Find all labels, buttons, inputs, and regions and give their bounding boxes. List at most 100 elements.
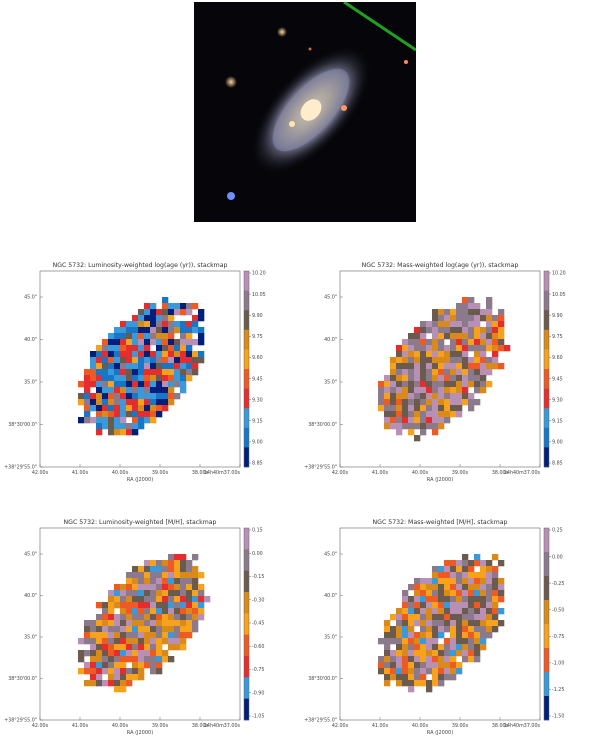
heatmap-cell (156, 399, 163, 406)
heatmap-cell (444, 321, 451, 328)
heatmap-cell (468, 321, 475, 328)
heatmap-cell (420, 333, 427, 340)
heatmap-cell (156, 620, 163, 627)
heatmap-cell (180, 357, 187, 364)
heatmap-cell (444, 638, 451, 645)
heatmap-cell (408, 399, 415, 406)
heatmap-cell (132, 566, 139, 573)
heatmap-cell (162, 381, 169, 388)
heatmap-cell (78, 656, 85, 663)
heatmap-cell (480, 590, 487, 597)
heatmap-cell (156, 668, 163, 675)
heatmap-cell (168, 572, 175, 579)
heatmap-cell (198, 309, 205, 316)
heatmap-cell (492, 572, 499, 579)
heatmap-cell (132, 429, 139, 436)
heatmap-cell (402, 345, 409, 352)
heatmap-cell (468, 620, 475, 627)
heatmap-cell (408, 405, 415, 412)
heatmap-cell (420, 375, 427, 382)
heatmap-cell (108, 650, 115, 657)
heatmap-cell (432, 674, 439, 681)
heatmap-cell (102, 650, 109, 657)
heatmap-cell (420, 327, 427, 334)
heatmap-cell (396, 417, 403, 424)
y-tick-label: 38°30'00.0" (8, 676, 37, 682)
heatmap-cell (156, 375, 163, 382)
heatmap-cell (138, 578, 145, 585)
heatmap-cell (480, 614, 487, 621)
heatmap-cell (474, 620, 481, 627)
colorbar-tick-label: 9.45 (552, 376, 563, 382)
heatmap-cell (378, 662, 385, 669)
heatmap-cell (144, 572, 151, 579)
heatmap-cell (456, 662, 463, 669)
colorbar-segment (544, 672, 549, 697)
heatmap-cell (408, 620, 415, 627)
heatmap-cell (420, 417, 427, 424)
x-tick-label: 40.00s (412, 723, 429, 729)
heatmap-cell (438, 644, 445, 651)
heatmap-cell (120, 674, 127, 681)
heatmap-cell (144, 309, 151, 316)
heatmap-cell (174, 578, 181, 585)
heatmap-cell (132, 662, 139, 669)
heatmap-cell (426, 321, 433, 328)
colorbar-tick-label: 9.75 (252, 334, 263, 340)
heatmap-cell (120, 375, 127, 382)
heatmap-cell (444, 387, 451, 394)
heatmap-cell (144, 345, 151, 352)
colorbar-tick-label: 0.15 (252, 528, 263, 534)
heatmap-cell (444, 345, 451, 352)
heatmap-cell (84, 626, 91, 633)
heatmap-cell (126, 369, 133, 376)
heatmap-cell (444, 596, 451, 603)
heatmap-cell (162, 590, 169, 597)
heatmap-cell (420, 644, 427, 651)
colorbar-segment (544, 552, 549, 577)
x-tick-label: 42.00s (332, 723, 349, 729)
heatmap-cell (198, 327, 205, 334)
heatmap-cell (444, 357, 451, 364)
heatmap-cell (114, 686, 121, 693)
heatmap-cell (138, 333, 145, 340)
heatmap-cell (186, 345, 193, 352)
heatmap-cell (138, 339, 145, 346)
heatmap-cell (426, 644, 433, 651)
heatmap-cell (174, 608, 181, 615)
heatmap-cell (426, 411, 433, 418)
heatmap-cell (438, 572, 445, 579)
heatmap-cell (84, 393, 91, 400)
heatmap-cell (198, 608, 205, 615)
heatmap-cell (174, 566, 181, 573)
star (277, 27, 287, 37)
heatmap-cell (150, 626, 157, 633)
heatmap-cell (486, 363, 493, 370)
heatmap-cell (168, 566, 175, 573)
heatmap-cell (378, 393, 385, 400)
heatmap-cell (408, 674, 415, 681)
colorbar-tick-label: -0.75 (552, 634, 564, 640)
heatmap-cell (456, 638, 463, 645)
heatmap-cell (480, 309, 487, 316)
heatmap-cell (150, 363, 157, 370)
heatmap-cell (138, 566, 145, 573)
heatmap-cell (120, 620, 127, 627)
heatmap-cell (120, 656, 127, 663)
heatmap-cell (78, 393, 85, 400)
heatmap-cell (120, 417, 127, 424)
heatmap-cell (168, 584, 175, 591)
heatmap-cell (108, 632, 115, 639)
heatmap-cell (426, 387, 433, 394)
heatmap-cell (186, 303, 193, 310)
heatmap-cell (120, 363, 127, 370)
heatmap-cell (384, 393, 391, 400)
heatmap-cell (480, 339, 487, 346)
colorbar-segment (244, 549, 249, 571)
heatmap-cell (162, 375, 169, 382)
heatmap-cell (438, 584, 445, 591)
heatmap-cell (132, 357, 139, 364)
heatmap-cell (408, 680, 415, 687)
heatmap-cell (126, 399, 133, 406)
heatmap-cell (474, 584, 481, 591)
